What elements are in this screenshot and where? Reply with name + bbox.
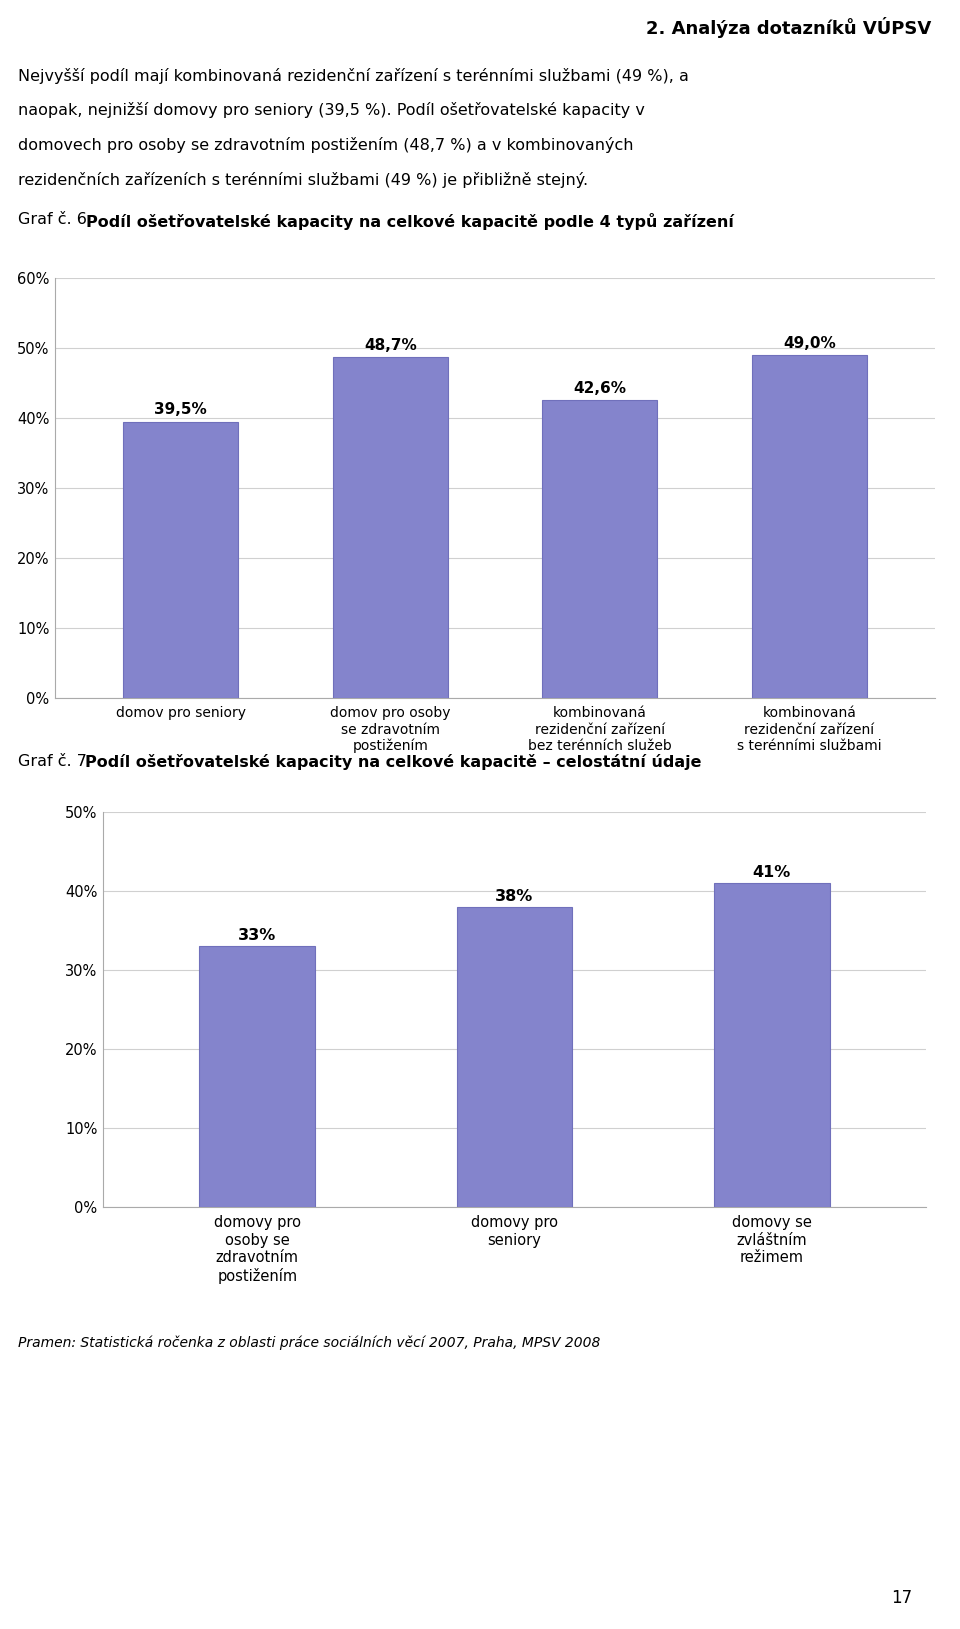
- Bar: [542, 399, 658, 697]
- Text: rezidenčních zařízeních s terénními službami (49 %) je přibližně stejný.: rezidenčních zařízeních s terénními služ…: [18, 171, 588, 187]
- Bar: [457, 907, 572, 1207]
- Text: 49,0%: 49,0%: [783, 336, 835, 350]
- Text: 33%: 33%: [238, 929, 276, 943]
- Bar: [752, 355, 867, 697]
- Text: naopak, nejnižší domovy pro seniory (39,5 %). Podíl ošetřovatelské kapacity v: naopak, nejnižší domovy pro seniory (39,…: [18, 103, 645, 119]
- Bar: [714, 883, 829, 1207]
- Text: Podíl ošetřovatelské kapacity na celkové kapacitě – celostátní údaje: Podíl ošetřovatelské kapacity na celkové…: [84, 754, 701, 771]
- Text: 48,7%: 48,7%: [364, 337, 417, 353]
- Bar: [123, 422, 238, 697]
- Text: 42,6%: 42,6%: [573, 381, 626, 396]
- Text: Graf č. 6: Graf č. 6: [18, 212, 92, 228]
- Bar: [200, 946, 315, 1207]
- Text: Graf č. 7: Graf č. 7: [18, 754, 92, 769]
- Text: Nejvyšší podíl mají kombinovaná rezidenční zařízení s terénními službami (49 %),: Nejvyšší podíl mají kombinovaná rezidenč…: [18, 68, 689, 85]
- Text: 2. Analýza dotazníků VÚPSV: 2. Analýza dotazníků VÚPSV: [646, 16, 931, 37]
- Text: Pramen: Statistická ročenka z oblasti práce sociálních věcí 2007, Praha, MPSV 20: Pramen: Statistická ročenka z oblasti pr…: [18, 1336, 600, 1350]
- Text: 17: 17: [891, 1588, 912, 1606]
- Text: 39,5%: 39,5%: [155, 402, 207, 417]
- Text: Podíl ošetřovatelské kapacity na celkové kapacitě podle 4 typů zařízení: Podíl ošetřovatelské kapacity na celkové…: [86, 212, 734, 230]
- Text: 41%: 41%: [753, 865, 791, 880]
- Bar: [332, 357, 448, 697]
- Text: domovech pro osoby se zdravotním postižením (48,7 %) a v kombinovaných: domovech pro osoby se zdravotním postiže…: [18, 137, 634, 153]
- Text: 38%: 38%: [495, 889, 534, 904]
